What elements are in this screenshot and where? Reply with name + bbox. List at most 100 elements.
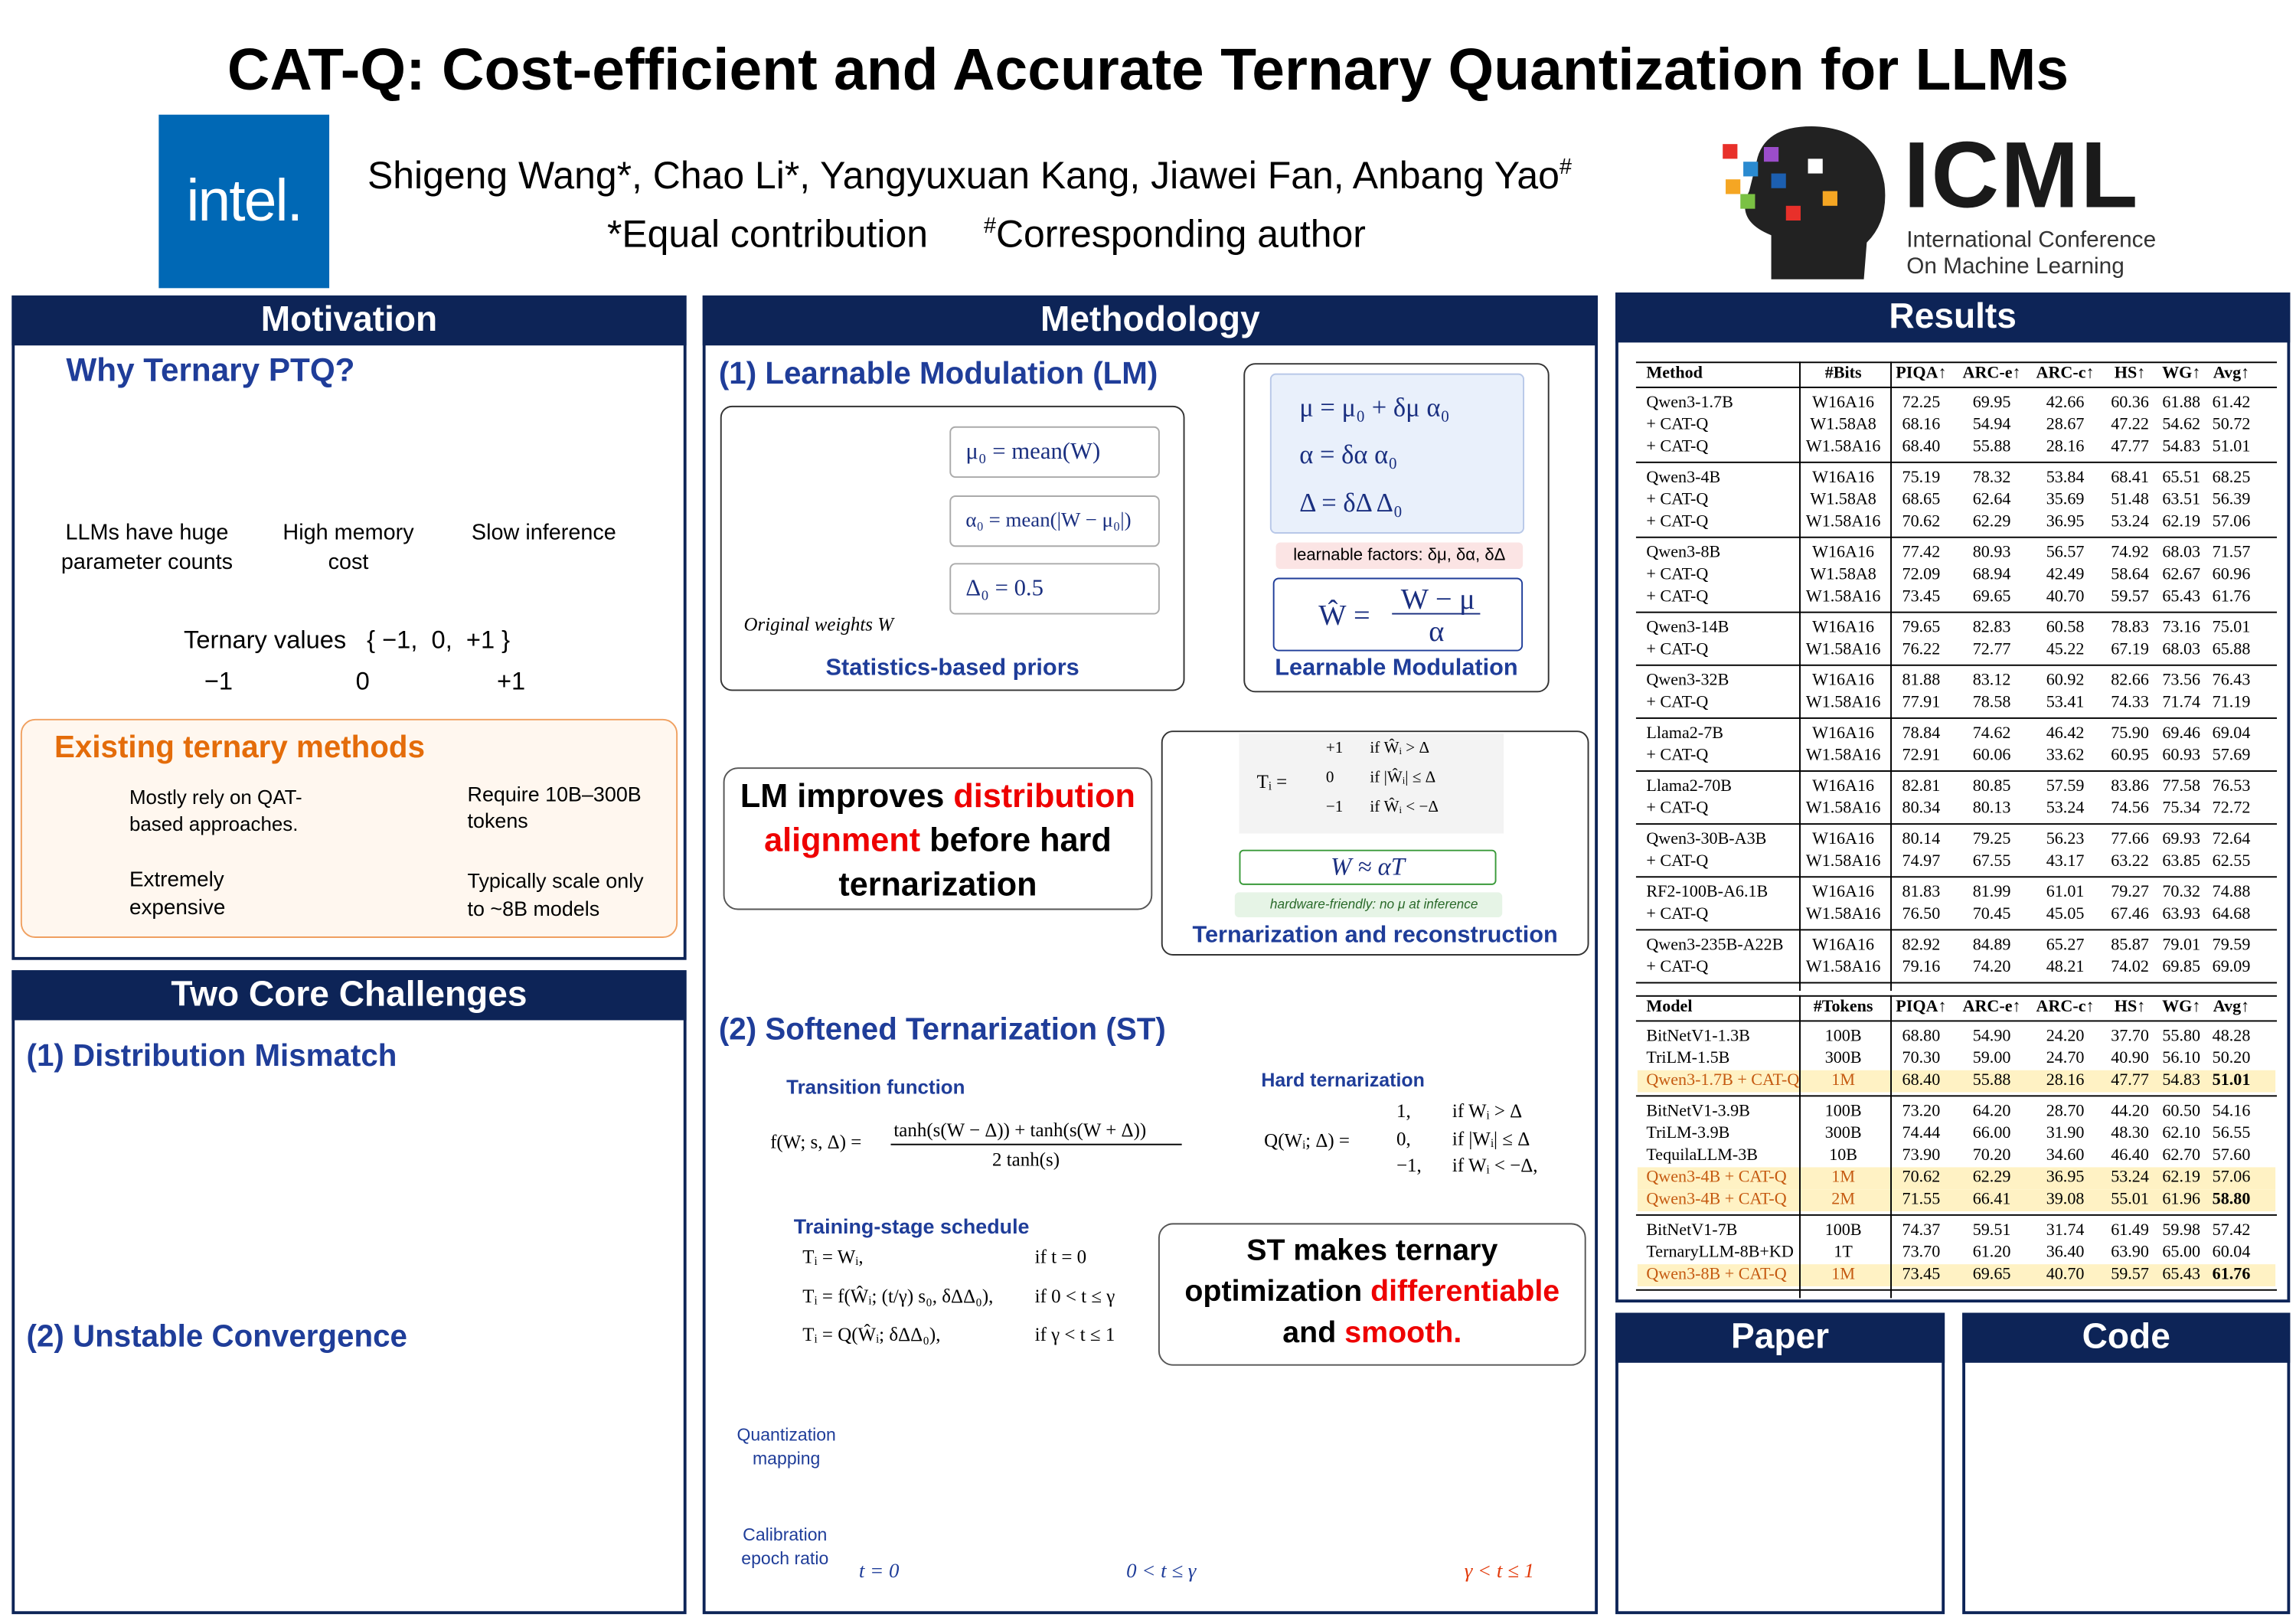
icml-square	[1808, 158, 1823, 174]
prior-formula: Δ₀ = 0.5	[949, 563, 1160, 615]
subtitle: Why Ternary PTQ?	[66, 351, 355, 388]
legend-label: +1	[496, 667, 526, 696]
motivation-item: Slow inference	[471, 520, 616, 546]
ternary-set: { −1, 0, +1 }	[367, 626, 511, 655]
tern-cases: +1 if Ŵᵢ > Δ 0 if |Ŵᵢ| ≤ Δ −1 if Ŵᵢ < −Δ	[1326, 740, 1502, 828]
epoch-label: Calibration epoch ratio	[741, 1524, 829, 1569]
icml-square	[1743, 162, 1759, 177]
ternary-label: Ternary values	[183, 626, 347, 655]
lm-box	[1243, 363, 1550, 693]
existing-box	[20, 718, 678, 938]
caption: Ternarization and reconstruction	[1192, 923, 1558, 949]
case-text: Tᵢ = Q(Ŵᵢ; δΔΔ₀),	[802, 1323, 941, 1346]
fraction-bar	[890, 1143, 1182, 1145]
equal-note: *Equal contribution	[606, 211, 929, 257]
claim-highlight: smooth.	[1344, 1315, 1462, 1350]
section-heading: Motivation	[11, 295, 687, 346]
case-text: if |Ŵᵢ| ≤ Δ	[1370, 769, 1436, 787]
authors-text: Shigeng Wang*, Chao Li*, Yangyuxuan Kang…	[367, 152, 1560, 198]
prior-formula: μ₀ = mean(W)	[949, 426, 1160, 478]
results-panel	[1615, 292, 2291, 1303]
case-text: 1,	[1396, 1100, 1411, 1122]
st-subtitle: Training-stage schedule	[793, 1214, 1030, 1238]
case-text: Tᵢ = f(Ŵᵢ; (t/γ) s₀, δΔΔ₀),	[802, 1284, 994, 1307]
factors: learnable factors: δμ, δα, δΔ	[1275, 542, 1524, 570]
icml-logo: ICML	[1903, 122, 2140, 228]
prior-formula: α₀ = mean(|W − μ₀|)	[949, 495, 1160, 547]
code-panel	[1962, 1312, 2291, 1615]
claim-text: LM improves	[740, 777, 954, 815]
claim-text: and	[1282, 1315, 1345, 1350]
case-text: if 0 < t ≤ γ	[1034, 1284, 1115, 1307]
title: CAT-Q: Cost-efficient and Accurate Terna…	[227, 38, 2069, 103]
icml-square	[1771, 173, 1786, 188]
transition-den: 2 tanh(s)	[991, 1148, 1060, 1171]
corr-mark: #	[983, 214, 996, 239]
case-text: +1	[1325, 739, 1344, 757]
icml-square	[1740, 194, 1755, 209]
challenges-panel	[11, 970, 687, 1615]
existing-item: Extremely expensive	[129, 868, 226, 920]
case-text: −1	[1325, 798, 1344, 816]
motivation-item: High memory cost	[283, 520, 414, 575]
case-text: if Wᵢ > Δ	[1452, 1100, 1523, 1122]
hard-lhs: Q(Wᵢ; Δ) =	[1264, 1129, 1350, 1152]
caption: Learnable Modulation	[1275, 655, 1518, 681]
case-text: if Ŵᵢ > Δ	[1370, 739, 1430, 757]
existing-title: Existing ternary methods	[54, 730, 425, 765]
st-claim: ST makes ternary optimization differenti…	[1158, 1223, 1586, 1366]
normalize-lhs: Ŵ =	[1318, 600, 1370, 632]
hw-note: hardware-friendly: no μ at inference	[1234, 892, 1503, 918]
challenge-title: (2) Unstable Convergence	[26, 1320, 407, 1354]
stage-label: γ < t ≤ 1	[1464, 1561, 1534, 1583]
st-subtitle: Hard ternarization	[1261, 1068, 1425, 1091]
icml-line: On Machine Learning	[1906, 254, 2125, 279]
corr-note: Corresponding author	[995, 211, 1366, 257]
modulated-formula: α = δα α₀	[1299, 439, 1398, 469]
case-text: 0	[1325, 769, 1334, 787]
section-heading: Methodology	[702, 295, 1599, 346]
transition-lhs: f(W; s, Δ) =	[770, 1130, 862, 1153]
intel-logo-text: intel.	[186, 168, 303, 234]
modulated-formula: Δ = δΔ Δ₀	[1299, 488, 1403, 518]
existing-item: Typically scale only to ~8B models	[467, 868, 644, 920]
case-text: if Ŵᵢ < −Δ	[1370, 798, 1439, 816]
case-text: if γ < t ≤ 1	[1034, 1323, 1115, 1346]
method-title: (2) Softened Ternarization (ST)	[718, 1012, 1166, 1047]
authors-mark: #	[1559, 155, 1572, 180]
claim-highlight: distribution alignment	[764, 777, 1135, 859]
case-text: 0,	[1396, 1126, 1411, 1149]
icml-square	[1822, 191, 1837, 206]
hard-cases: 1, if Wᵢ > Δ 0, if |Wᵢ| ≤ Δ −1, if Wᵢ < −Δ,	[1396, 1100, 1588, 1182]
section-heading: Two Core Challenges	[11, 970, 687, 1021]
contributions: *Equal contribution #Corresponding author	[607, 211, 1366, 257]
normalize-den: α	[1429, 616, 1445, 649]
case-text: if t = 0	[1034, 1245, 1087, 1268]
section-heading: Code	[1962, 1312, 2291, 1363]
st-subtitle: Transition function	[786, 1076, 965, 1099]
priors-box	[720, 405, 1185, 691]
ternarization-box	[1161, 730, 1589, 956]
modulated-box	[1269, 373, 1525, 534]
claim-text: ST makes ternary optimization	[1184, 1233, 1498, 1309]
tern-lhs: Tᵢ =	[1256, 770, 1288, 792]
legend-label: 0	[355, 667, 370, 696]
section-heading: Paper	[1615, 1312, 1945, 1363]
motivation-item: LLMs have huge parameter counts	[60, 520, 234, 575]
case-text: −1,	[1396, 1154, 1422, 1177]
recon: W ≈ αT	[1239, 849, 1497, 885]
section-heading: Results	[1615, 292, 2291, 343]
lm-claim: LM improves distribution alignment befor…	[723, 767, 1153, 910]
claim-text: before hard ternarization	[838, 822, 1112, 903]
transition-num: tanh(s(W − Δ)) + tanh(s(W + Δ))	[893, 1119, 1147, 1141]
tern-eq-bg	[1239, 734, 1504, 834]
stage-label: 0 < t ≤ γ	[1126, 1561, 1197, 1583]
case-text: if |Wᵢ| ≤ Δ	[1452, 1126, 1530, 1149]
mapping-label: Quantization mapping	[736, 1424, 836, 1469]
caption: Statistics-based priors	[825, 655, 1079, 681]
stage-label: t = 0	[858, 1561, 900, 1583]
modulated-formula: μ = μ₀ + δμ α₀	[1299, 392, 1450, 423]
